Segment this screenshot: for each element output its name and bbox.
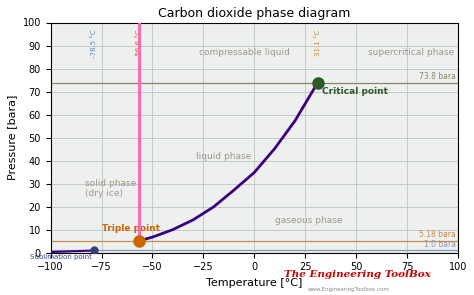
Title: Carbon dioxide phase diagram: Carbon dioxide phase diagram (158, 7, 350, 20)
Text: 1.0 bara: 1.0 bara (424, 240, 456, 249)
Text: solid phase
(dry ice): solid phase (dry ice) (85, 178, 137, 198)
Text: liquid phase: liquid phase (196, 152, 251, 160)
Text: Sublimation point: Sublimation point (30, 254, 92, 260)
Y-axis label: Pressure [bara]: Pressure [bara] (7, 95, 17, 180)
Text: Critical point: Critical point (322, 87, 388, 96)
Text: gaseous phase: gaseous phase (274, 216, 342, 225)
Text: supercritical phase: supercritical phase (368, 48, 454, 57)
Text: compressable liquid: compressable liquid (199, 48, 290, 57)
Text: -56.6 °C: -56.6 °C (136, 30, 142, 58)
X-axis label: Temperature [°C]: Temperature [°C] (206, 278, 302, 288)
Text: 73.8 bara: 73.8 bara (419, 71, 456, 81)
Text: Triple point: Triple point (102, 224, 160, 233)
Text: 31.1 °C: 31.1 °C (315, 30, 320, 56)
Text: 5.18 bara: 5.18 bara (419, 230, 456, 239)
Text: The Engineering ToolBox: The Engineering ToolBox (284, 270, 431, 279)
Text: -78.5 °C: -78.5 °C (91, 30, 97, 58)
Text: www.EngineeringToolbox.com: www.EngineeringToolbox.com (308, 287, 390, 292)
